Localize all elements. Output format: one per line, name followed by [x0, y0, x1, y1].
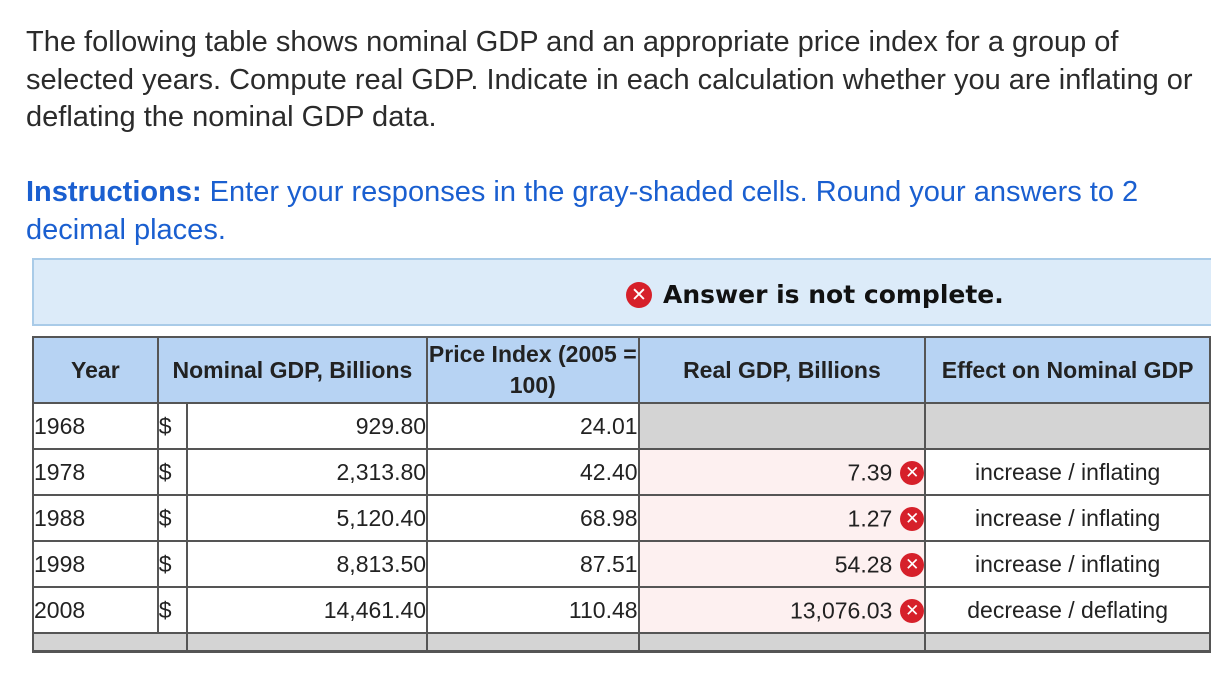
- header-nominal-gdp: Nominal GDP, Billions: [156, 336, 429, 404]
- effect-select[interactable]: decrease / deflating: [924, 586, 1211, 634]
- real-gdp-value: 7.39: [847, 459, 893, 486]
- table-footer-row: [31, 632, 1211, 653]
- price-index-cell: 24.01: [426, 402, 640, 450]
- nominal-gdp-cell: 2,313.80: [186, 448, 429, 496]
- effect-select[interactable]: increase / inflating: [924, 448, 1211, 496]
- price-index-cell: 87.51: [426, 540, 640, 588]
- real-gdp-input[interactable]: 13,076.03 ✕: [637, 586, 927, 634]
- table-header-row: Year Nominal GDP, Billions Price Index (…: [32, 336, 1211, 404]
- header-real-gdp: Real GDP, Billions: [637, 336, 927, 404]
- table-row: 2008 $14,461.40 110.48 13,076.03 ✕ decrease /…: [32, 586, 1211, 634]
- header-year: Year: [32, 336, 159, 404]
- price-index-cell: 42.40: [426, 448, 640, 496]
- instructions-text: Instructions: Enter your responses in th…: [26, 174, 1201, 249]
- header-price-index: Price Index (2005 = 100): [426, 336, 640, 404]
- real-gdp-input[interactable]: 1.27 ✕: [637, 494, 927, 542]
- table-row: 1968 $929.80 24.01: [32, 402, 1211, 450]
- answer-status-banner: ✕ Answer is not complete.: [32, 258, 1211, 326]
- currency-symbol: $: [156, 494, 189, 542]
- real-gdp-value: 54.28: [834, 551, 893, 578]
- real-gdp-value: 13,076.03: [789, 597, 893, 624]
- real-gdp-input[interactable]: 54.28 ✕: [637, 540, 927, 588]
- effect-select[interactable]: increase / inflating: [924, 540, 1211, 588]
- answer-status-text: Answer is not complete.: [663, 280, 1004, 309]
- year-cell: 1988: [32, 494, 159, 542]
- answer-status: ✕ Answer is not complete.: [626, 280, 1004, 309]
- incorrect-x-icon: ✕: [626, 281, 652, 308]
- nominal-gdp-cell: 8,813.50: [186, 540, 429, 588]
- table-row: 1978 $2,313.80 42.40 7.39 ✕ increase / inflat…: [32, 448, 1211, 496]
- real-gdp-input[interactable]: 7.39 ✕: [637, 448, 927, 496]
- price-index-cell: 110.48: [426, 586, 640, 634]
- incorrect-x-icon: ✕: [900, 552, 925, 577]
- incorrect-x-icon: ✕: [900, 506, 925, 531]
- header-effect: Effect on Nominal GDP: [924, 336, 1211, 404]
- year-cell: 1998: [32, 540, 159, 588]
- instructions-label: Instructions:: [26, 176, 202, 208]
- instructions-body: Enter your responses in the gray-shaded …: [26, 176, 1139, 246]
- nominal-gdp-cell: 14,461.40: [186, 586, 429, 634]
- effect-select[interactable]: increase / inflating: [924, 494, 1211, 542]
- nominal-gdp-cell: 929.80: [186, 402, 429, 450]
- currency-symbol: $: [156, 540, 189, 588]
- year-cell: 1968: [32, 402, 159, 450]
- price-index-cell: 68.98: [426, 494, 640, 542]
- currency-symbol: $: [156, 448, 189, 496]
- currency-symbol: $: [156, 402, 189, 450]
- question-text: The following table shows nominal GDP an…: [26, 26, 1193, 133]
- real-gdp-value: 1.27: [847, 505, 893, 532]
- table-row: 1988 $5,120.40 68.98 1.27 ✕ increase / inflat…: [32, 494, 1211, 542]
- real-gdp-input[interactable]: [637, 402, 927, 450]
- table-row: 1998 $8,813.50 87.51 54.28 ✕ increase / infla…: [32, 540, 1211, 588]
- incorrect-x-icon: ✕: [900, 598, 925, 623]
- year-cell: 2008: [32, 586, 159, 634]
- nominal-gdp-cell: 5,120.40: [186, 494, 429, 542]
- gdp-table: Year Nominal GDP, Billions Price Index (…: [31, 336, 1211, 653]
- incorrect-x-icon: ✕: [900, 460, 925, 485]
- year-cell: 1978: [32, 448, 159, 496]
- currency-symbol: $: [156, 586, 189, 634]
- effect-select[interactable]: [924, 402, 1211, 450]
